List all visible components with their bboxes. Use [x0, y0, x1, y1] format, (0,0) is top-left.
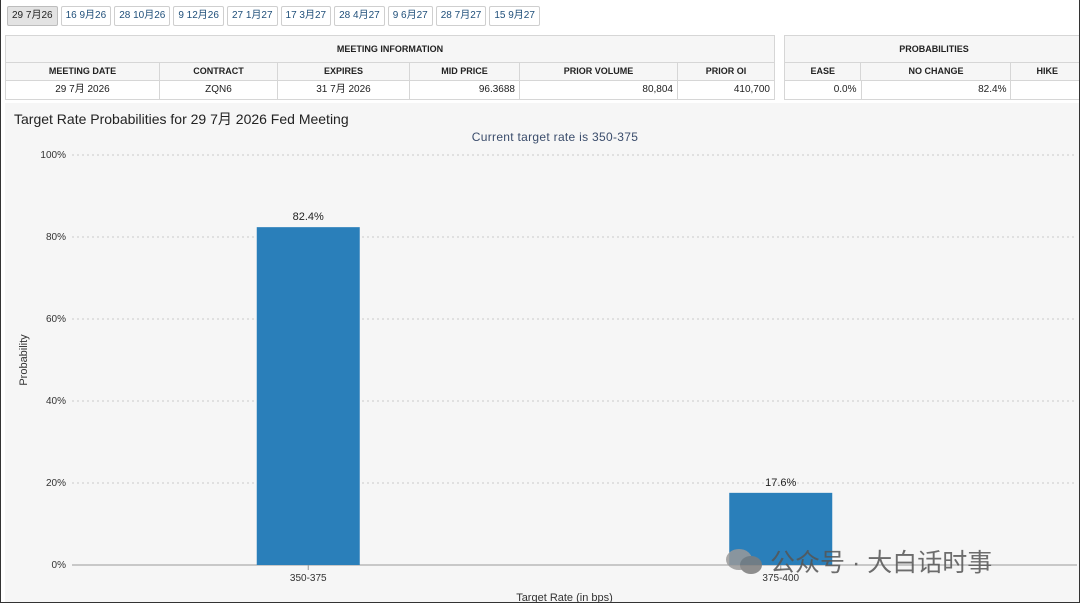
col-hike: HIKE: [1011, 63, 1079, 81]
watermark-text: 公众号 · 大白话时事: [770, 549, 993, 577]
cell-prior-volume: 80,804: [520, 81, 678, 99]
col-no-change: NO CHANGE: [861, 63, 1012, 81]
bar-chart: 0% 20% 40% 60% 80% 100% 82.4% 350-375 17.6% 375-4…: [18, 150, 1077, 603]
meeting-info-row: 29 7月 2026 ZQN6 31 7月 2026 96.3688 80,80…: [6, 81, 774, 99]
col-ease: EASE: [785, 63, 862, 81]
x-tick-label: 350-375: [290, 573, 327, 584]
wechat-icon: [726, 547, 764, 575]
cell-no-change: 82.4%: [861, 81, 1012, 99]
probabilities-row: 0.0% 82.4%: [785, 81, 1079, 99]
tab-meeting-8[interactable]: 28 7月27: [435, 6, 487, 26]
chart-panel: Target Rate Probabilities for 29 7月 2026…: [5, 103, 1079, 603]
x-tick-label: 375-400: [762, 573, 799, 584]
tab-meeting-1[interactable]: 16 9月26: [60, 6, 112, 26]
data-label: 17.6%: [765, 477, 796, 489]
probabilities-table: PROBABILITIES EASE NO CHANGE HIKE 0.0% 8…: [784, 35, 1079, 100]
cell-ease: 0.0%: [785, 81, 862, 99]
watermark: 公众号 · 大白话时事: [726, 543, 992, 579]
col-prior-volume: PRIOR VOLUME: [520, 63, 678, 81]
data-label: 82.4%: [293, 211, 324, 223]
tab-meeting-0[interactable]: 29 7月26: [7, 6, 58, 26]
y-axis-title: Probability: [18, 334, 30, 386]
y-tick-label: 80%: [46, 232, 66, 243]
chart-title: Target Rate Probabilities for 29 7月 2026…: [14, 111, 349, 127]
meeting-info-table: MEETING INFORMATION MEETING DATE CONTRAC…: [5, 35, 775, 100]
col-meeting-date: MEETING DATE: [6, 63, 160, 81]
cell-prior-oi: 410,700: [678, 81, 774, 99]
cell-hike: [1011, 81, 1079, 99]
tab-meeting-5[interactable]: 17 3月27: [280, 6, 332, 26]
tab-meeting-2[interactable]: 28 10月26: [114, 6, 171, 26]
col-contract: CONTRACT: [160, 63, 278, 81]
col-expires: EXPIRES: [278, 63, 410, 81]
meeting-info-header: MEETING INFORMATION: [6, 36, 774, 63]
y-tick-label: 40%: [46, 396, 66, 407]
cell-contract: ZQN6: [160, 81, 278, 99]
y-tick-label: 60%: [46, 314, 66, 325]
y-tick-label: 20%: [46, 478, 66, 489]
y-tick-label: 0%: [52, 560, 67, 571]
chart-subtitle: Current target rate is 350-375: [471, 130, 639, 144]
tab-meeting-4[interactable]: 27 1月27: [226, 6, 278, 26]
probabilities-header: PROBABILITIES: [785, 36, 1079, 63]
cell-expires: 31 7月 2026: [278, 81, 410, 99]
x-axis-title: Target Rate (in bps): [516, 592, 613, 603]
tab-meeting-9[interactable]: 15 9月27: [489, 6, 540, 26]
bar: [256, 227, 360, 565]
meeting-info-columns: MEETING DATE CONTRACT EXPIRES MID PRICE …: [6, 63, 774, 81]
probabilities-columns: EASE NO CHANGE HIKE: [785, 63, 1079, 81]
cell-mid-price: 96.3688: [410, 81, 520, 99]
col-mid-price: MID PRICE: [410, 63, 520, 81]
meeting-tabs: 29 7月26 16 9月26 28 10月26 9 12月26 27 1月27…: [7, 6, 540, 26]
y-tick-label: 100%: [40, 150, 66, 161]
col-prior-oi: PRIOR OI: [678, 63, 774, 81]
cell-meeting-date: 29 7月 2026: [6, 81, 160, 99]
tab-meeting-6[interactable]: 28 4月27: [334, 6, 385, 26]
tab-meeting-7[interactable]: 9 6月27: [387, 6, 433, 26]
tab-meeting-3[interactable]: 9 12月26: [173, 6, 224, 26]
